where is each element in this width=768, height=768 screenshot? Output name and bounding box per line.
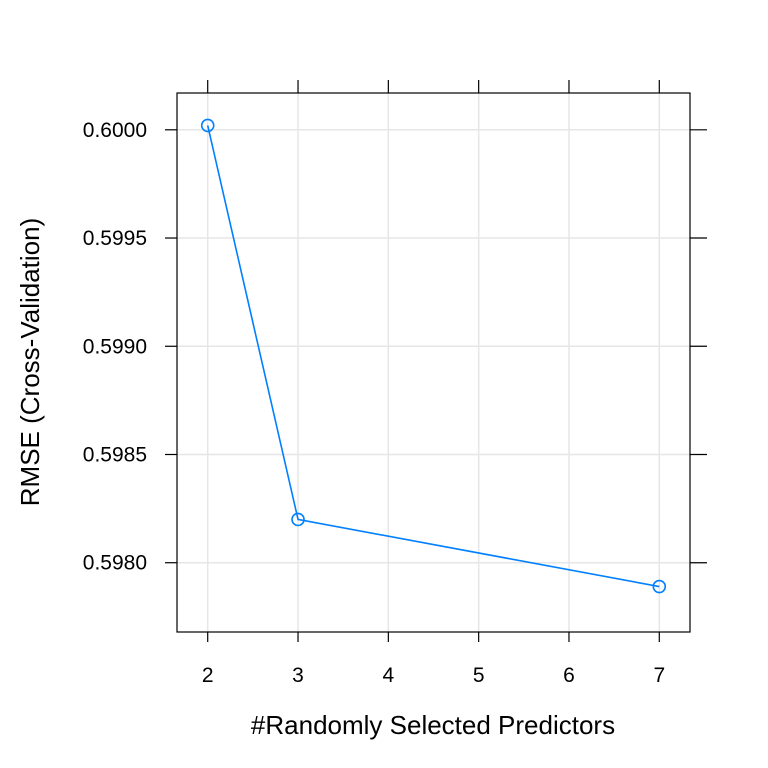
x-tick-label: 6 xyxy=(563,664,575,687)
data-point xyxy=(200,118,215,133)
grid-lines xyxy=(177,93,690,632)
x-axis-label: #Randomly Selected Predictors xyxy=(251,710,615,740)
plot-frame xyxy=(176,92,691,633)
x-tick-label: 4 xyxy=(382,664,394,687)
y-axis-label: RMSE (Cross-Validation) xyxy=(15,218,45,506)
x-tick-label: 5 xyxy=(473,664,485,687)
x-tick-label: 2 xyxy=(202,664,214,687)
x-tick-label: 7 xyxy=(653,664,665,687)
tick-labels: 2 3 4 5 6 7 0.5980 0.5985 0.5990 0.5995 0.6000 xyxy=(83,119,665,687)
data-point xyxy=(291,512,305,527)
series-group xyxy=(200,118,667,594)
y-tick-label: 0.5985 xyxy=(83,443,147,466)
y-tick-label: 0.5980 xyxy=(83,552,147,575)
data-point xyxy=(652,579,667,594)
y-tick-label: 0.5995 xyxy=(83,227,147,250)
y-tick-label: 0.6000 xyxy=(83,119,147,142)
axis-ticks xyxy=(165,80,707,642)
x-tick-label: 3 xyxy=(292,664,304,687)
y-tick-label: 0.5990 xyxy=(83,335,147,358)
series-line xyxy=(206,125,660,588)
